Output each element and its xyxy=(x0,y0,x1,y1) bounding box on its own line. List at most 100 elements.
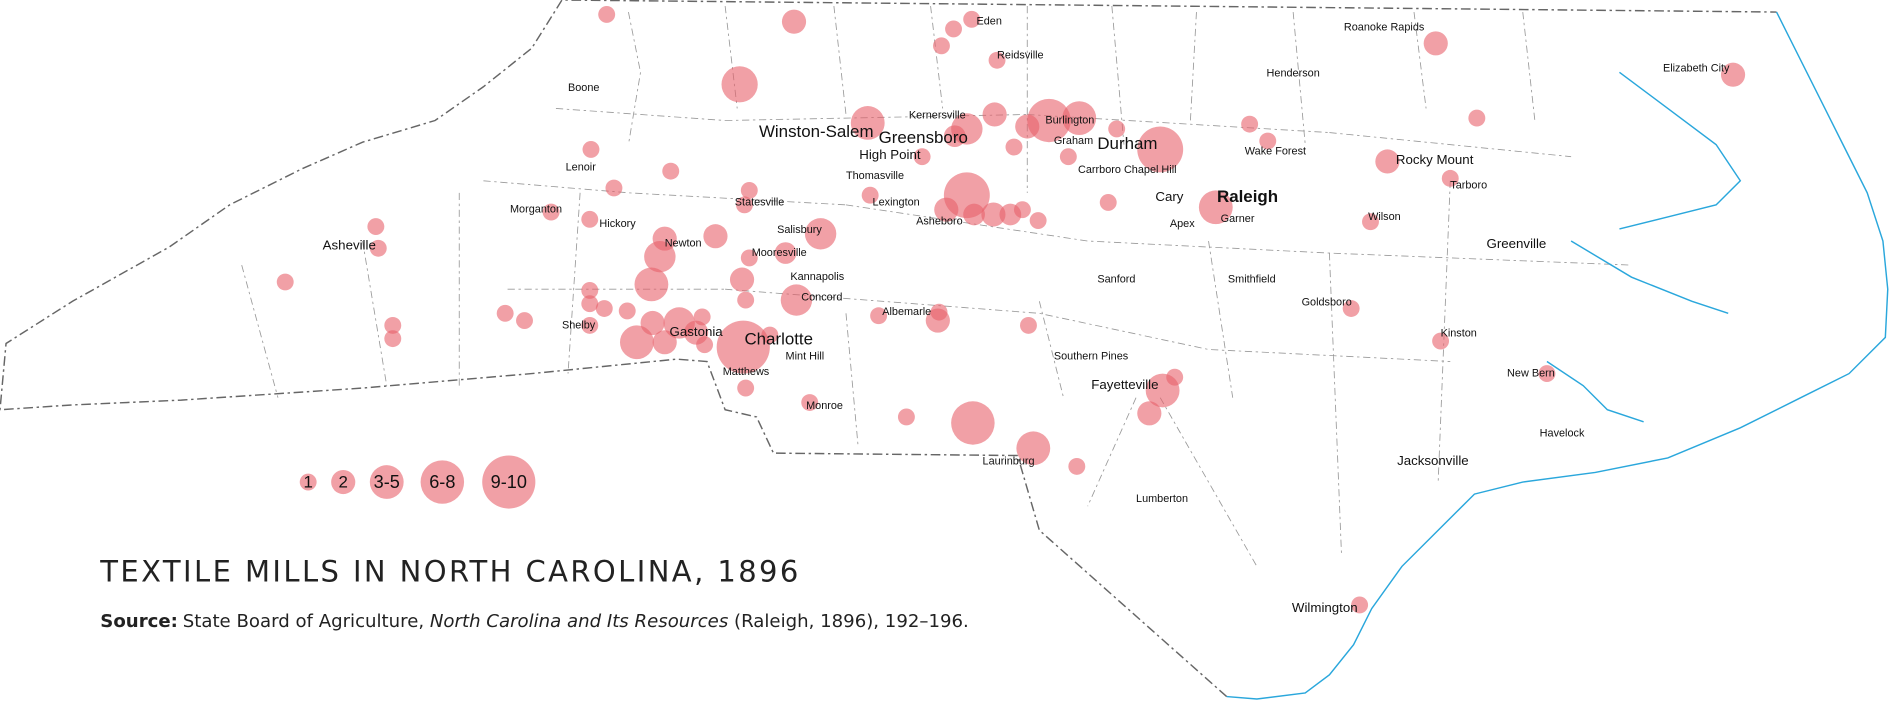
city-label: Havelock xyxy=(1540,428,1585,440)
title: TEXTILE MILLS IN NORTH CAROLINA, 1896 xyxy=(99,555,800,589)
city-label: Kernersville xyxy=(909,110,966,122)
source-text: State Board of Agriculture, xyxy=(183,611,430,632)
city-label: Fayetteville xyxy=(1091,377,1158,392)
mill-circle xyxy=(982,102,1007,127)
mill-circle xyxy=(369,239,387,257)
mill-circle xyxy=(618,302,636,320)
city-label: Mooresville xyxy=(752,247,807,259)
city-label: Durham xyxy=(1097,134,1157,153)
mill-circle xyxy=(1029,212,1047,229)
legend-circle xyxy=(331,470,356,495)
city-label: Kannapolis xyxy=(790,271,844,283)
mill-circle xyxy=(1137,401,1162,426)
city-label: Chapel Hill xyxy=(1124,164,1177,176)
city-label: Lenoir xyxy=(566,161,597,173)
city-label: Wilmington xyxy=(1292,600,1358,615)
mill-circle xyxy=(595,300,613,317)
mill-circle xyxy=(1468,109,1486,127)
city-label: Tarboro xyxy=(1450,179,1487,191)
city-label: Lumberton xyxy=(1136,493,1188,505)
mill-circle xyxy=(696,336,714,354)
mill-circle xyxy=(1059,148,1077,166)
mill-circle xyxy=(729,267,755,292)
city-label: Winston-Salem xyxy=(759,122,874,141)
mill-circle xyxy=(934,197,959,222)
mill-circle xyxy=(1432,332,1450,350)
city-label: Asheboro xyxy=(916,216,963,228)
mill-circle xyxy=(1375,149,1400,174)
city-label: Burlington xyxy=(1045,114,1094,126)
mill-circle xyxy=(943,125,966,148)
city-label: Wake Forest xyxy=(1245,146,1306,158)
mill-circle xyxy=(1013,201,1031,219)
city-label: Gastonia xyxy=(670,324,724,339)
city-label: Sanford xyxy=(1097,273,1135,285)
city-label: Shelby xyxy=(562,319,596,331)
mill-circle xyxy=(988,51,1006,69)
mill-circle xyxy=(619,325,654,360)
mill-circle xyxy=(716,320,770,374)
city-label: Concord xyxy=(801,292,842,304)
mill-circle xyxy=(1099,194,1117,211)
mill-circle xyxy=(925,308,950,333)
city-label: Morganton xyxy=(510,204,562,216)
city-label: High Point xyxy=(859,147,921,162)
mill-circle xyxy=(963,10,981,28)
source-title: North Carolina and Its Resources xyxy=(430,611,729,632)
mill-circle xyxy=(662,162,680,180)
mill-circle xyxy=(581,210,599,228)
mill-circle xyxy=(774,242,797,264)
city-label: Charlotte xyxy=(744,329,813,348)
city-label: Boone xyxy=(568,82,599,94)
mill-circle xyxy=(384,316,402,334)
city-label: Reidsville xyxy=(997,49,1044,61)
city-label: Goldsboro xyxy=(1302,296,1352,308)
city-label: Smithfield xyxy=(1228,273,1276,285)
mill-circle xyxy=(951,401,995,445)
mill-circle xyxy=(981,202,1006,227)
city-label: Asheville xyxy=(323,237,376,252)
mill-circle xyxy=(693,308,711,326)
city-label: Henderson xyxy=(1267,67,1320,79)
mill-circle xyxy=(384,330,402,348)
mill-circle xyxy=(581,282,599,299)
mill-circle xyxy=(913,148,931,166)
city-label: Carrboro xyxy=(1078,164,1121,176)
city-label: Elizabeth City xyxy=(1663,63,1730,75)
mill-circle xyxy=(496,304,514,322)
mill-circle xyxy=(1020,316,1037,334)
mill-circle xyxy=(276,273,294,291)
city-label: Garner xyxy=(1221,213,1255,225)
city-label: Kinston xyxy=(1441,328,1477,340)
city-label: Jacksonville xyxy=(1397,453,1469,468)
mill-circle xyxy=(740,181,758,199)
mill-circle xyxy=(582,141,600,158)
mill-circle xyxy=(1005,138,1023,156)
legend-circle xyxy=(299,473,317,491)
city-label: Hickory xyxy=(599,218,636,230)
mill-circle xyxy=(780,284,813,316)
mill-circle xyxy=(932,37,950,55)
legend-label: 1 xyxy=(303,473,312,492)
mill-circle xyxy=(644,241,676,273)
city-label: Laurinburg xyxy=(983,455,1035,467)
mill-circle xyxy=(804,218,837,250)
city-label: Salisbury xyxy=(777,224,822,236)
mill-circle xyxy=(598,6,616,23)
legend-circle xyxy=(482,455,536,509)
coastline xyxy=(1226,11,1889,700)
mill-circle xyxy=(1259,132,1277,150)
city-label: Rocky Mount xyxy=(1396,152,1474,167)
mill-circle xyxy=(1423,31,1448,56)
mill-circle xyxy=(652,330,677,355)
mill-circle xyxy=(367,218,385,235)
mill-circle xyxy=(634,267,669,302)
mill-circle xyxy=(850,106,885,140)
mill-circle xyxy=(801,394,819,411)
mill-circle xyxy=(737,291,755,309)
mill-circle xyxy=(1068,457,1086,475)
city-label: Graham xyxy=(1054,135,1093,147)
mill-circle xyxy=(1241,115,1259,133)
mill-circle xyxy=(516,312,533,329)
